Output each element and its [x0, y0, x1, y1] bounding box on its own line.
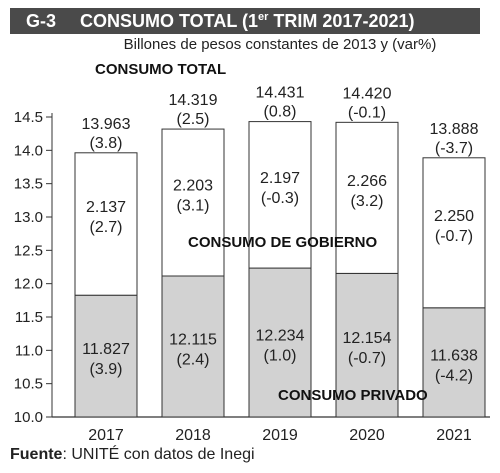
government-value-label: 2.266 — [347, 173, 387, 190]
total-var-label: (2.5) — [177, 111, 210, 128]
total-value-label: 13.963 — [82, 116, 131, 133]
total-value-label: 14.420 — [343, 85, 392, 102]
government-value-label: 2.203 — [173, 178, 213, 195]
y-tick-label: 13.5 — [14, 176, 43, 193]
bar-government — [335, 121, 399, 274]
x-tick-label: 2021 — [436, 427, 472, 444]
y-tick-label: 11.5 — [15, 309, 43, 326]
government-var-label: (-0.3) — [261, 190, 299, 207]
series-label-government: CONSUMO DE GOBIERNO — [188, 234, 378, 251]
private-value-label: 12.234 — [256, 328, 305, 345]
bar-government — [422, 157, 486, 309]
y-tick-label: 14.5 — [14, 109, 43, 126]
private-var-label: (1.0) — [264, 348, 297, 365]
total-var-label: (3.8) — [90, 135, 123, 152]
private-var-label: (2.4) — [177, 352, 210, 369]
bar-private — [335, 272, 399, 418]
bar-private — [422, 307, 486, 418]
chart-code: G-3 — [26, 10, 57, 31]
chart-title-bar: G-3 CONSUMO TOTAL (1er TRIM 2017-2021) — [10, 8, 480, 34]
y-tick-label: 10.0 — [14, 409, 43, 426]
private-var-label: (-4.2) — [435, 367, 473, 384]
y-tick-label: 11.0 — [15, 342, 43, 359]
chart-subtitle: Billones de pesos constantes de 2013 y (… — [123, 36, 437, 53]
bar-government — [74, 152, 138, 296]
x-tick-label: 2017 — [88, 427, 124, 444]
x-tick-label: 2019 — [262, 427, 298, 444]
bar-government — [161, 128, 225, 277]
series-label-private: CONSUMO PRIVADO — [278, 387, 428, 404]
government-var-label: (3.1) — [177, 198, 210, 215]
private-value-label: 12.115 — [169, 332, 217, 349]
y-tick-label: 13.0 — [14, 209, 43, 226]
bar-private — [248, 267, 312, 418]
y-tick-label: 14.0 — [14, 142, 43, 159]
total-value-label: 14.431 — [256, 85, 305, 102]
total-value-label: 14.319 — [169, 92, 218, 109]
government-value-label: 2.137 — [86, 199, 126, 216]
government-value-label: 2.250 — [434, 208, 474, 225]
government-var-label: (2.7) — [90, 219, 123, 236]
total-var-label: (-0.1) — [348, 104, 386, 121]
series-label-total: CONSUMO TOTAL — [95, 61, 226, 78]
private-value-label: 11.827 — [82, 341, 130, 358]
source-note: Fuente: UNITÉ con datos de Inegi — [10, 446, 255, 463]
y-tick-label: 10.5 — [14, 376, 43, 393]
private-value-label: 12.154 — [343, 330, 392, 347]
total-var-label: (-3.7) — [435, 140, 473, 157]
total-var-label: (0.8) — [264, 104, 297, 121]
x-tick-label: 2018 — [175, 427, 211, 444]
total-value-label: 13.888 — [430, 121, 479, 138]
government-var-label: (3.2) — [351, 193, 384, 210]
government-var-label: (-0.7) — [435, 228, 473, 245]
government-value-label: 2.197 — [260, 170, 300, 187]
bar-government — [248, 121, 312, 269]
chart-title: CONSUMO TOTAL (1er TRIM 2017-2021) — [80, 10, 415, 31]
private-var-label: (-0.7) — [348, 350, 386, 367]
y-tick-label: 12.5 — [14, 242, 43, 259]
y-tick-label: 12.0 — [14, 276, 43, 293]
x-tick-label: 2020 — [349, 427, 385, 444]
bar-private — [161, 275, 225, 418]
private-var-label: (3.9) — [90, 361, 123, 378]
bar-private — [74, 294, 138, 418]
private-value-label: 11.638 — [430, 347, 478, 364]
